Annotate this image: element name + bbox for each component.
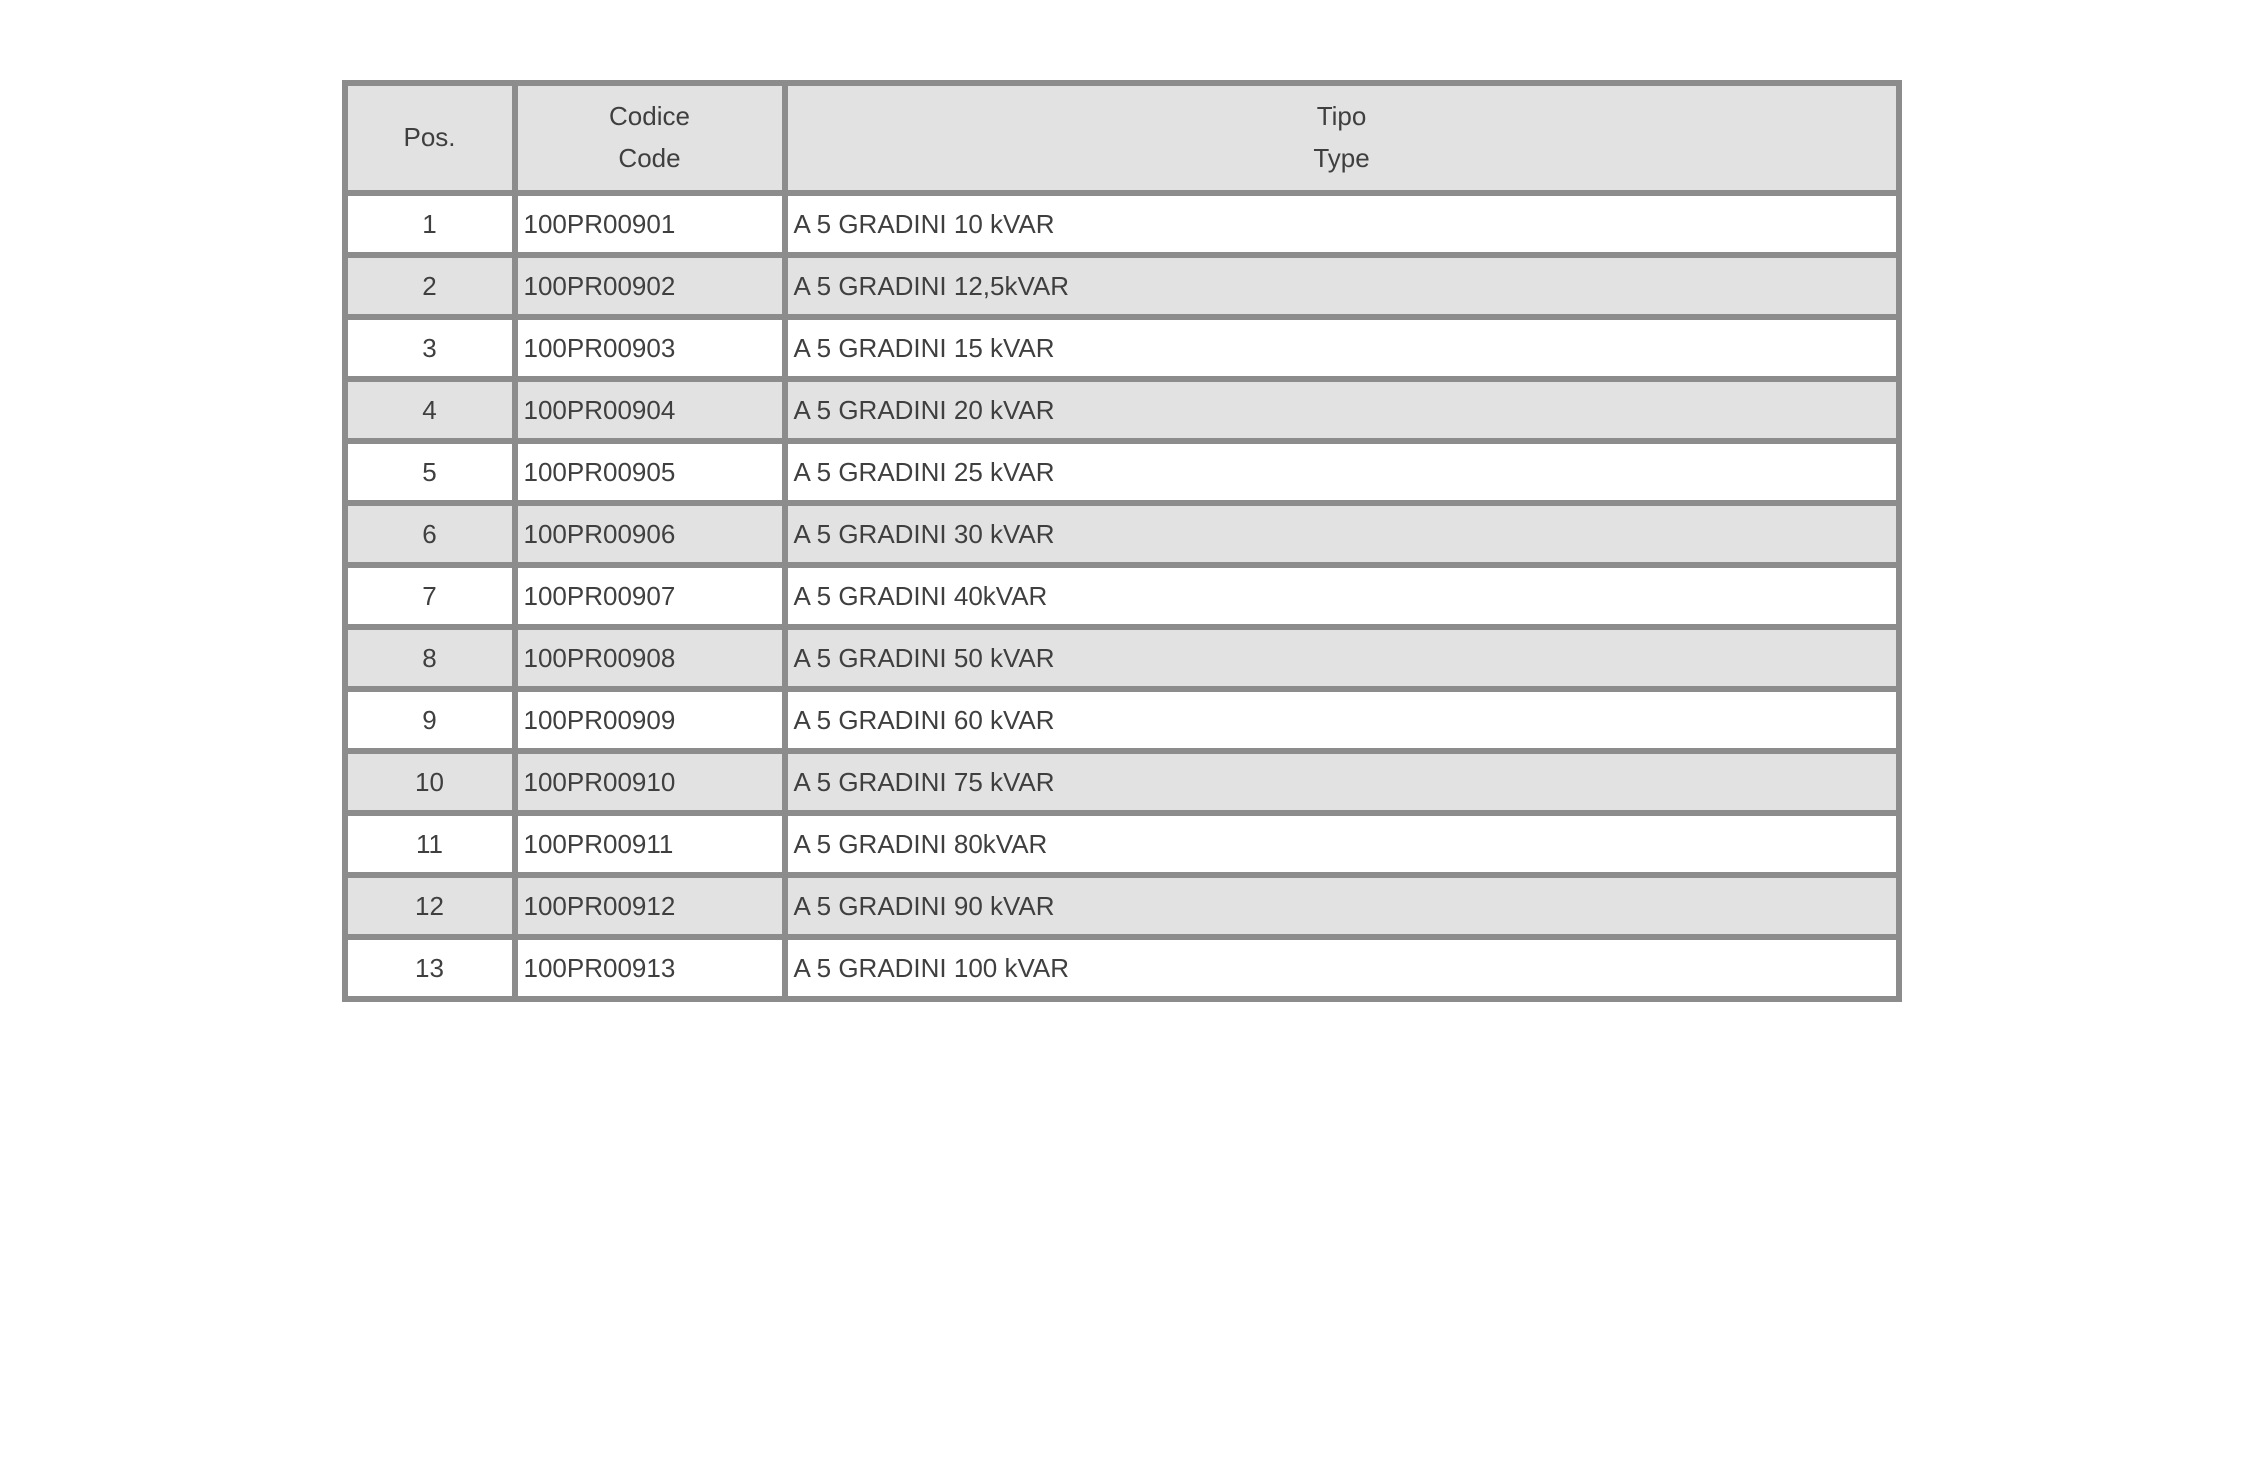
cell-pos: 11: [345, 813, 515, 875]
table-row: 6100PR00906A 5 GRADINI 30 kVAR: [345, 503, 1899, 565]
product-table-container: Pos. Codice Code Tipo Type 1100PR00901A …: [342, 80, 1902, 1002]
table-row: 11100PR00911A 5 GRADINI 80kVAR: [345, 813, 1899, 875]
cell-code: 100PR00910: [515, 751, 785, 813]
cell-code: 100PR00901: [515, 193, 785, 255]
table-row: 3100PR00903A 5 GRADINI 15 kVAR: [345, 317, 1899, 379]
cell-code: 100PR00903: [515, 317, 785, 379]
cell-type: A 5 GRADINI 80kVAR: [785, 813, 1899, 875]
cell-type: A 5 GRADINI 60 kVAR: [785, 689, 1899, 751]
cell-pos: 1: [345, 193, 515, 255]
cell-pos: 9: [345, 689, 515, 751]
cell-type: A 5 GRADINI 100 kVAR: [785, 937, 1899, 999]
cell-code: 100PR00907: [515, 565, 785, 627]
table-header-row: Pos. Codice Code Tipo Type: [345, 83, 1899, 193]
header-code: Codice Code: [515, 83, 785, 193]
header-code-label-1: Codice: [526, 96, 774, 138]
cell-code: 100PR00908: [515, 627, 785, 689]
cell-type: A 5 GRADINI 25 kVAR: [785, 441, 1899, 503]
table-row: 1100PR00901A 5 GRADINI 10 kVAR: [345, 193, 1899, 255]
table-row: 13100PR00913A 5 GRADINI 100 kVAR: [345, 937, 1899, 999]
table-row: 10100PR00910A 5 GRADINI 75 kVAR: [345, 751, 1899, 813]
cell-code: 100PR00906: [515, 503, 785, 565]
cell-code: 100PR00912: [515, 875, 785, 937]
cell-type: A 5 GRADINI 75 kVAR: [785, 751, 1899, 813]
cell-type: A 5 GRADINI 12,5kVAR: [785, 255, 1899, 317]
header-pos: Pos.: [345, 83, 515, 193]
cell-pos: 6: [345, 503, 515, 565]
cell-pos: 13: [345, 937, 515, 999]
table-row: 9100PR00909A 5 GRADINI 60 kVAR: [345, 689, 1899, 751]
cell-code: 100PR00904: [515, 379, 785, 441]
cell-code: 100PR00911: [515, 813, 785, 875]
cell-pos: 12: [345, 875, 515, 937]
cell-pos: 7: [345, 565, 515, 627]
header-type: Tipo Type: [785, 83, 1899, 193]
header-type-label-2: Type: [796, 138, 1888, 180]
cell-type: A 5 GRADINI 15 kVAR: [785, 317, 1899, 379]
table-header: Pos. Codice Code Tipo Type: [345, 83, 1899, 193]
header-type-label-1: Tipo: [796, 96, 1888, 138]
cell-type: A 5 GRADINI 10 kVAR: [785, 193, 1899, 255]
cell-pos: 5: [345, 441, 515, 503]
cell-code: 100PR00902: [515, 255, 785, 317]
table-row: 5100PR00905A 5 GRADINI 25 kVAR: [345, 441, 1899, 503]
cell-type: A 5 GRADINI 30 kVAR: [785, 503, 1899, 565]
cell-code: 100PR00905: [515, 441, 785, 503]
cell-pos: 4: [345, 379, 515, 441]
cell-type: A 5 GRADINI 90 kVAR: [785, 875, 1899, 937]
cell-type: A 5 GRADINI 50 kVAR: [785, 627, 1899, 689]
table-row: 8100PR00908A 5 GRADINI 50 kVAR: [345, 627, 1899, 689]
cell-type: A 5 GRADINI 40kVAR: [785, 565, 1899, 627]
product-table: Pos. Codice Code Tipo Type 1100PR00901A …: [342, 80, 1902, 1002]
cell-pos: 8: [345, 627, 515, 689]
cell-pos: 2: [345, 255, 515, 317]
table-row: 12100PR00912A 5 GRADINI 90 kVAR: [345, 875, 1899, 937]
cell-pos: 3: [345, 317, 515, 379]
cell-pos: 10: [345, 751, 515, 813]
cell-code: 100PR00913: [515, 937, 785, 999]
table-row: 4100PR00904A 5 GRADINI 20 kVAR: [345, 379, 1899, 441]
header-pos-label-1: Pos.: [356, 117, 504, 159]
cell-type: A 5 GRADINI 20 kVAR: [785, 379, 1899, 441]
table-row: 7100PR00907A 5 GRADINI 40kVAR: [345, 565, 1899, 627]
cell-code: 100PR00909: [515, 689, 785, 751]
table-body: 1100PR00901A 5 GRADINI 10 kVAR2100PR0090…: [345, 193, 1899, 999]
table-row: 2100PR00902A 5 GRADINI 12,5kVAR: [345, 255, 1899, 317]
header-code-label-2: Code: [526, 138, 774, 180]
